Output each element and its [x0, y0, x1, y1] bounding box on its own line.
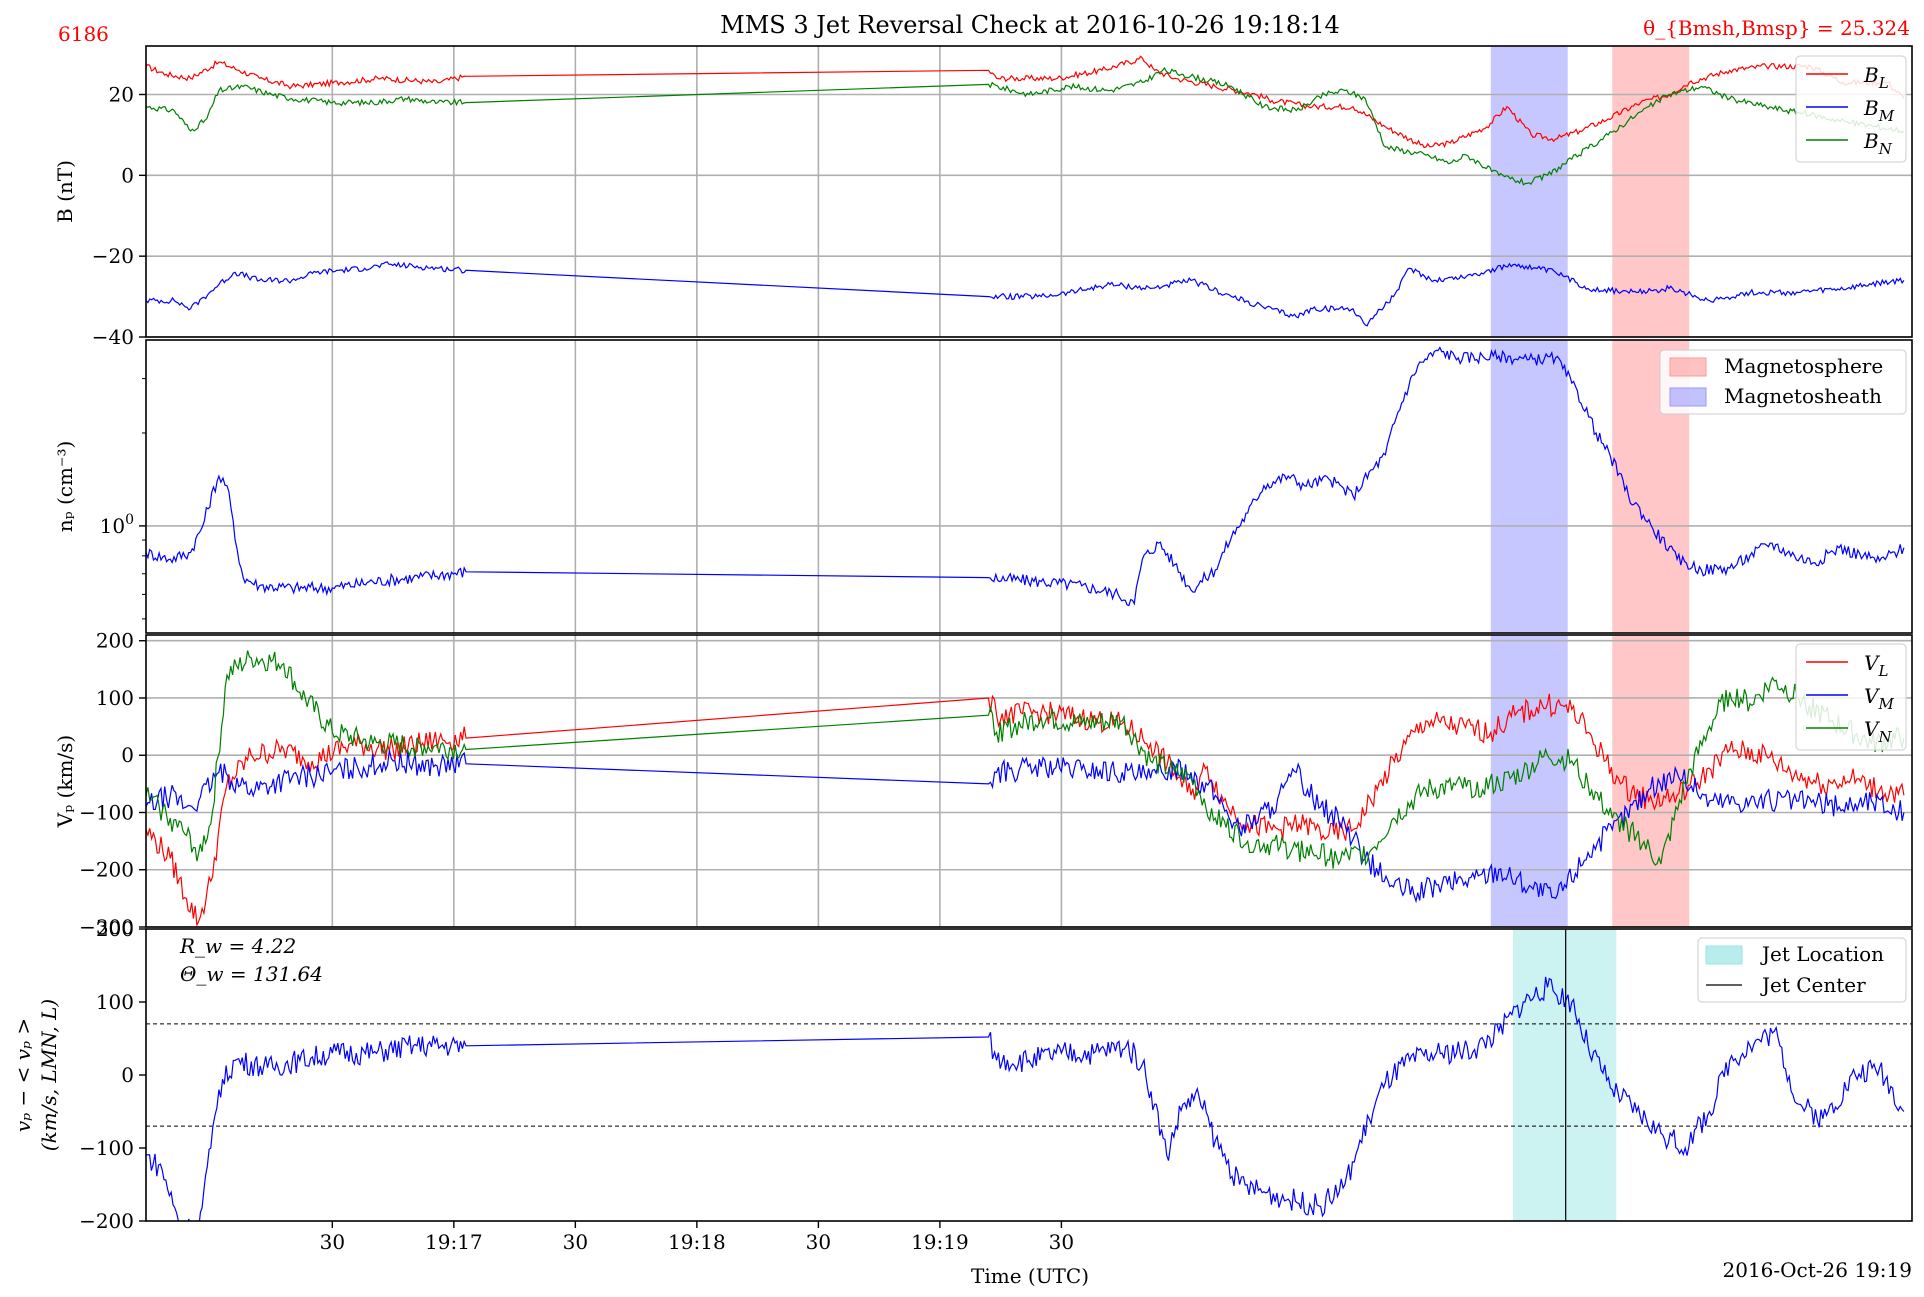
legend-swatch-magnetosphere	[1669, 357, 1707, 377]
y-tick-label: −100	[79, 800, 134, 824]
legend-box	[1697, 937, 1907, 1003]
series-line-B-N	[146, 66, 1905, 186]
x-tick-label: 19:18	[668, 1230, 726, 1254]
legend-box	[1795, 55, 1907, 163]
magnetosheath-region	[1490, 46, 1568, 337]
y-tick-label: 100	[96, 686, 134, 710]
y-tick-label: −20	[92, 244, 134, 268]
legend-label-BM: BM	[1863, 96, 1895, 125]
x-tick-label: 19:17	[425, 1230, 483, 1254]
series-line-n-p	[146, 346, 1905, 607]
magnetosheath-region	[1490, 340, 1568, 633]
legend-swatch-jet-location	[1705, 945, 1743, 965]
series-line-B-L	[146, 55, 1905, 149]
x-axis-label: Time (UTC)	[971, 1264, 1089, 1288]
figure-title: MMS 3 Jet Reversal Check at 2016-10-26 1…	[720, 11, 1340, 39]
y-tick-label: 100	[96, 990, 134, 1014]
legend-box	[1795, 643, 1907, 751]
event-id-label: 6186	[58, 22, 109, 46]
jet-location-region	[1513, 929, 1617, 1221]
annotation-rw: R_w = 4.22	[179, 934, 296, 958]
y-tick-label: −200	[79, 1209, 134, 1233]
y-tick-label: −40	[92, 325, 134, 349]
x-tick-label: 19:19	[911, 1230, 969, 1254]
theta-annotation: θ_{Bmsh,Bmsp} = 25.324	[1643, 16, 1910, 40]
x-tick-label: 30	[1049, 1230, 1074, 1254]
panel-frame	[145, 45, 1913, 338]
x-tick-label: 30	[563, 1230, 588, 1254]
series-line-v-p----v-p-	[146, 976, 1905, 1221]
y-axis-label-units: (km/s, LMN, L)	[37, 999, 61, 1151]
date-corner-label: 2016-Oct-26 19:19	[1723, 1258, 1913, 1282]
y-tick-label: 200	[96, 917, 134, 941]
y-tick-label: −100	[79, 1136, 134, 1160]
x-tick-label: 30	[806, 1230, 831, 1254]
series-line-V-N	[146, 650, 1905, 869]
legend-box	[1659, 349, 1907, 415]
legend-swatch-magnetosheath	[1669, 387, 1707, 407]
y-tick-label: 0	[121, 743, 134, 767]
panel-frame	[145, 634, 1913, 928]
magnetosheath-region	[1490, 635, 1568, 927]
magnetosphere-region	[1612, 635, 1690, 927]
y-tick-label: 200	[96, 629, 134, 653]
panel-frame	[145, 339, 1913, 634]
y-tick-label: 100	[100, 512, 134, 538]
legend-label-magnetosphere: Magnetosphere	[1724, 354, 1883, 378]
series-line-B-M	[146, 261, 1905, 327]
panel-frame	[145, 928, 1913, 1222]
y-axis-label: B (nT)	[53, 160, 77, 223]
magnetosphere-region	[1612, 46, 1690, 337]
y-axis-label: nₚ (cm⁻³)	[53, 441, 77, 533]
y-axis-label: vₚ − < vₚ >	[11, 1018, 35, 1132]
x-tick-label: 30	[320, 1230, 345, 1254]
y-tick-label: −300	[79, 915, 134, 939]
y-tick-label: 0	[121, 1063, 134, 1087]
legend-label-jet-center: Jet Center	[1760, 973, 1866, 997]
annotation-theta-w: Θ_w = 131.64	[180, 962, 323, 986]
y-tick-label: 0	[121, 163, 134, 187]
legend-label-magnetosheath: Magnetosheath	[1724, 384, 1882, 408]
y-tick-label: −200	[79, 858, 134, 882]
series-line-V-M	[146, 750, 1905, 904]
y-axis-label: Vₚ (km/s)	[53, 735, 77, 829]
y-tick-label: 20	[109, 83, 134, 107]
legend-label-jet-location: Jet Location	[1760, 942, 1884, 966]
